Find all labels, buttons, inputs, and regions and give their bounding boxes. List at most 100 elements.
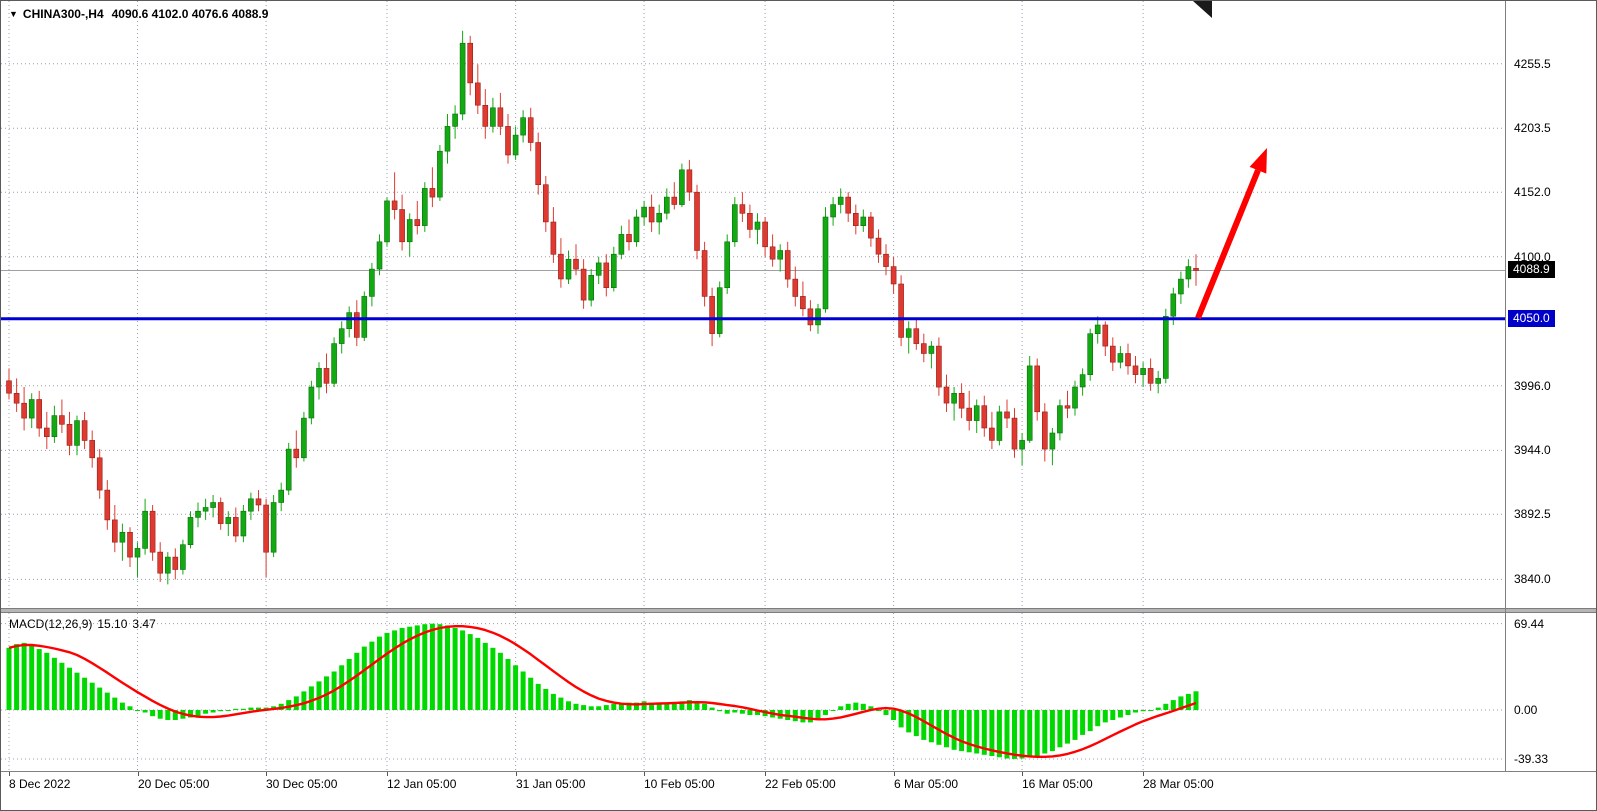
support-line-badge: 4050.0 [1508, 309, 1555, 327]
macd-histogram-bar [702, 703, 708, 710]
bull-candle [512, 134, 519, 156]
macd-histogram-bar [611, 703, 617, 710]
time-axis-label: 31 Jan 05:00 [516, 777, 586, 791]
pane-splitter[interactable] [1, 608, 1596, 613]
price-axis-label: 3892.5 [1514, 507, 1551, 522]
price-chart-canvas[interactable] [1, 1, 1505, 608]
bull-candle [830, 204, 836, 218]
macd-histogram-bar [135, 710, 140, 711]
macd-histogram-bar [868, 706, 874, 710]
bull-candle [187, 517, 194, 546]
bull-candle [1163, 315, 1169, 379]
bull-candle [588, 274, 595, 301]
bear-candle [686, 169, 693, 193]
bull-candle [724, 241, 731, 289]
macd-histogram-bar [1125, 710, 1131, 715]
bear-candle [399, 209, 405, 243]
bull-candle [777, 250, 784, 260]
macd-histogram-bar [951, 710, 957, 750]
bull-candle [1019, 440, 1025, 450]
bull-candle [679, 169, 685, 205]
macd-histogram-bar [44, 652, 50, 710]
macd-histogram-bar [566, 701, 571, 710]
bull-candle [595, 262, 602, 276]
bull-candle [210, 502, 216, 508]
macd-histogram-bar [308, 686, 314, 710]
time-axis[interactable]: 8 Dec 2022 20 Dec 05:00 30 Dec 05:00 12 Jan… [1, 772, 1505, 810]
time-axis-label: 16 Mar 05:00 [1022, 777, 1093, 791]
trend-arrow-head[interactable] [1249, 148, 1267, 174]
macd-histogram-bar [1012, 710, 1017, 759]
bull-candle [663, 196, 670, 214]
bull-candle [444, 126, 451, 152]
bull-candle [951, 392, 957, 404]
macd-histogram-bar [981, 710, 987, 755]
bull-candle [384, 200, 390, 243]
macd-main-value: 15.10 [97, 617, 128, 631]
bull-candle [565, 258, 572, 280]
macd-histogram-bar [807, 710, 813, 723]
macd-histogram-bar [1170, 700, 1176, 711]
macd-histogram-bar [1102, 710, 1108, 723]
bull-candle [195, 510, 201, 518]
macd-indicator-canvas[interactable] [1, 613, 1505, 771]
symbol-dropdown-icon[interactable]: ▼ [9, 9, 18, 19]
macd-histogram-bar [482, 642, 488, 711]
time-axis-label: 8 Dec 2022 [9, 777, 71, 791]
macd-signal-line [8, 624, 1197, 759]
bull-candle [270, 502, 277, 553]
macd-histogram-bar [51, 657, 57, 711]
bear-candle [13, 392, 20, 404]
trend-arrow[interactable] [1195, 169, 1261, 320]
macd-histogram-bar [671, 702, 677, 711]
macd-histogram-bar [195, 710, 201, 717]
macd-histogram-bar [528, 677, 534, 710]
bear-candle [890, 266, 897, 285]
bull-candle [278, 489, 285, 503]
bear-candle [497, 107, 504, 127]
macd-histogram-bar [203, 710, 209, 714]
bear-candle [898, 283, 904, 338]
bear-candle [1042, 411, 1048, 450]
macd-histogram-bar [467, 634, 473, 710]
current-price-badge: 4088.9 [1508, 261, 1555, 279]
macd-histogram-bar [21, 642, 27, 711]
macd-histogram-bar [1042, 710, 1048, 754]
macd-histogram-bar [1065, 710, 1070, 744]
bull-candle [641, 206, 647, 218]
macd-histogram-bar [210, 710, 216, 713]
bear-candle [913, 328, 920, 344]
macd-histogram-bar [36, 649, 42, 711]
macd-histogram-bar [1193, 691, 1199, 711]
bear-candle [112, 519, 118, 543]
bear-candle [580, 268, 587, 301]
macd-histogram-bar [845, 703, 851, 710]
macd-histogram-bar [429, 623, 435, 710]
bear-candle [701, 250, 708, 297]
bull-candle [731, 204, 738, 243]
bear-candle [989, 427, 995, 441]
time-axis-tick [1143, 772, 1144, 776]
time-axis-tick [387, 772, 388, 776]
bear-candle [323, 368, 330, 384]
bear-candle [1102, 324, 1109, 347]
time-axis-separator [1, 771, 1596, 772]
macd-histogram-bar [581, 705, 587, 711]
price-axis[interactable]: 4255.5 4203.5 4152.0 4100.0 3996.0 3944.0 3892… [1505, 1, 1596, 771]
bull-candle [1079, 374, 1086, 388]
bear-candle [709, 296, 715, 334]
macd-histogram-bar [913, 710, 919, 737]
macd-histogram-bar [74, 672, 80, 710]
macd-histogram-bar [256, 707, 261, 711]
bull-candle [437, 150, 443, 198]
macd-histogram-bar [1087, 710, 1093, 732]
price-axis-label: 4255.5 [1514, 56, 1551, 71]
macd-histogram-bar [724, 710, 730, 714]
time-axis-tick [138, 772, 139, 776]
macd-histogram-bar [165, 710, 171, 720]
bull-candle [165, 556, 171, 574]
bear-candle [527, 117, 534, 143]
macd-histogram-bar [346, 659, 352, 710]
bear-candle [66, 423, 73, 446]
macd-histogram-bar [558, 697, 564, 710]
